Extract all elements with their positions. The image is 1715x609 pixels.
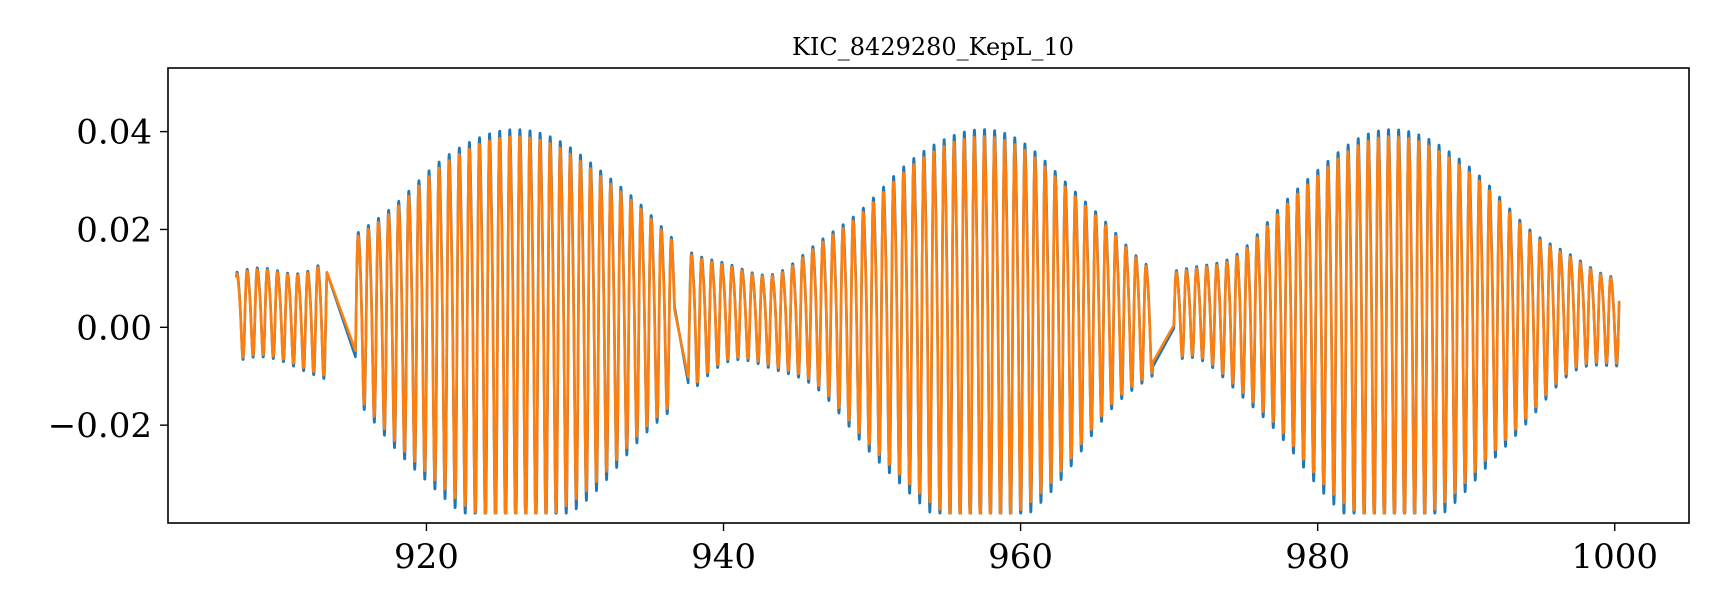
y-tick-label: 0.00 <box>76 308 152 348</box>
y-tick-label: −0.02 <box>48 406 152 446</box>
chart-title: KIC_8429280_KepL_10 <box>792 33 1074 61</box>
x-tick-label: 1000 <box>1571 537 1658 577</box>
x-tick-label: 940 <box>691 537 756 577</box>
y-tick-label: 0.04 <box>76 113 152 153</box>
series-group <box>235 128 1621 515</box>
series-line-orange <box>235 135 1621 515</box>
x-tick-label: 980 <box>1285 537 1350 577</box>
x-axis: 920 940 960 980 1000 <box>394 523 1658 577</box>
x-tick-label: 920 <box>394 537 459 577</box>
x-tick-label: 960 <box>988 537 1053 577</box>
plot-frame <box>167 67 1690 524</box>
y-axis: −0.02 0.00 0.02 0.04 <box>48 113 168 446</box>
y-tick-label: 0.02 <box>76 210 152 250</box>
